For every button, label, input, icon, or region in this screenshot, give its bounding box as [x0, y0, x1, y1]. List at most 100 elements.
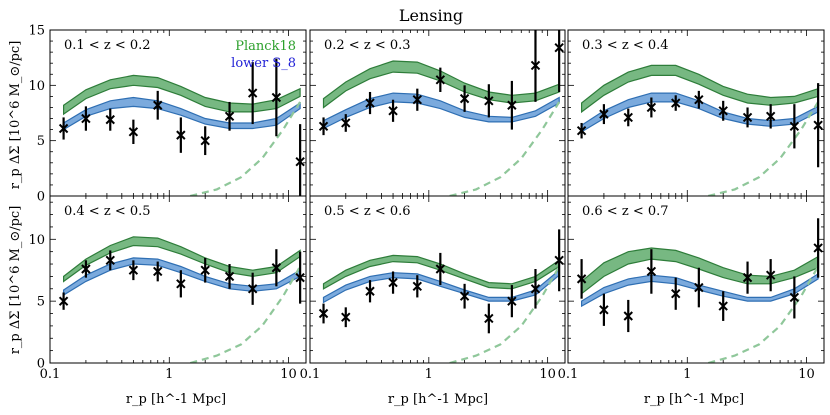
data-point: [58, 117, 69, 140]
data-point: [459, 283, 470, 309]
panel-redshift-label: 0.6 < z < 0.7: [582, 204, 669, 219]
point-marker: [247, 284, 258, 294]
point-marker: [813, 243, 823, 253]
panel-6: 0.1 1 10 0.6 < z < 0.7: [558, 195, 825, 382]
data-point: [271, 58, 282, 137]
point-marker: [81, 113, 91, 124]
x-axis-label-left: r_p [h^-1 Mpc]: [126, 392, 226, 407]
point-marker: [789, 121, 800, 131]
x-axis-label-middle: r_p [h^-1 Mpc]: [388, 392, 488, 407]
point-marker: [554, 255, 564, 266]
planck18-band: [322, 60, 560, 109]
data-point: [718, 291, 728, 321]
point-marker: [484, 313, 494, 324]
point-marker: [789, 292, 800, 303]
data-point: [789, 276, 800, 319]
y-axis-label-bottom: r_p ΔΣ [10^6 M_⊙/pc]: [8, 206, 23, 355]
panel-redshift-label: 0.5 < z < 0.6: [324, 204, 411, 219]
data-point: [623, 108, 633, 127]
point-marker: [105, 114, 115, 125]
point-marker: [718, 106, 728, 116]
data-point: [530, 30, 541, 102]
point-marker: [507, 296, 517, 306]
point-marker: [295, 272, 305, 283]
data-point: [224, 264, 235, 289]
panel-plot-area: [576, 218, 823, 363]
dashed-curve: [708, 265, 820, 363]
data-point: [671, 277, 681, 310]
data-point: [623, 299, 633, 333]
dashed-curve: [449, 265, 561, 363]
x-tick-label: 1: [683, 367, 691, 382]
point-marker: [365, 98, 375, 108]
panel-plot-area: [318, 229, 564, 363]
data-point: [176, 270, 186, 298]
data-point: [718, 100, 728, 121]
point-marker: [813, 120, 823, 130]
data-point: [671, 95, 681, 111]
data-point: [247, 62, 258, 125]
point-marker: [646, 102, 657, 113]
data-point: [694, 267, 704, 308]
point-marker: [694, 95, 704, 105]
point-marker: [224, 111, 235, 122]
data-point: [435, 252, 446, 286]
point-marker: [718, 301, 728, 311]
data-point: [599, 293, 609, 326]
panel-plot-area: [576, 64, 823, 196]
data-point: [318, 303, 329, 324]
point-marker: [412, 281, 423, 292]
panel-plot-area: [58, 58, 305, 196]
point-marker: [554, 42, 564, 53]
data-point: [484, 84, 494, 118]
point-marker: [694, 282, 704, 293]
data-point: [58, 292, 69, 310]
point-marker: [58, 123, 69, 134]
point-marker: [459, 93, 470, 104]
data-point: [813, 218, 823, 278]
y-tick-label: 15: [28, 24, 45, 39]
data-point: [365, 280, 375, 303]
point-marker: [153, 266, 163, 277]
data-point: [813, 83, 823, 168]
point-marker: [365, 286, 375, 296]
point-marker: [128, 265, 139, 275]
point-marker: [224, 271, 235, 282]
panel-frame: [49, 195, 307, 364]
data-point: [247, 272, 258, 305]
point-marker: [176, 130, 186, 140]
x-tick-label: 1: [425, 367, 433, 382]
point-marker: [412, 95, 423, 105]
panel-redshift-label: 0.2 < z < 0.3: [324, 38, 411, 53]
data-point: [81, 260, 91, 278]
point-marker: [646, 266, 657, 277]
panel-redshift-label: 0.4 < z < 0.5: [64, 204, 151, 219]
point-marker: [153, 100, 163, 110]
point-marker: [318, 121, 329, 131]
panel-plot-area: [318, 30, 564, 196]
data-point: [435, 67, 446, 92]
point-marker: [388, 106, 398, 116]
panel-plot-area: [58, 236, 305, 363]
data-point: [153, 261, 163, 282]
planck18-band: [63, 74, 301, 116]
data-point: [200, 257, 210, 283]
point-marker: [200, 265, 210, 275]
data-point: [765, 104, 776, 129]
point-marker: [484, 96, 494, 106]
panel-redshift-label: 0.1 < z < 0.2: [64, 38, 151, 53]
point-marker: [176, 279, 186, 289]
point-marker: [623, 112, 633, 123]
point-marker: [507, 100, 517, 110]
panel-frame: [309, 195, 566, 364]
y-tick-label: 0: [37, 357, 45, 372]
data-point: [388, 99, 398, 122]
y-tick-label: 0: [37, 190, 45, 205]
data-point: [530, 268, 541, 309]
point-marker: [599, 109, 609, 119]
data-point: [388, 271, 398, 294]
panel-2: 0.2 < z < 0.3: [309, 29, 566, 197]
y-axis-label-top: r_p ΔΣ [10^6 M_⊙/pc]: [8, 41, 23, 190]
